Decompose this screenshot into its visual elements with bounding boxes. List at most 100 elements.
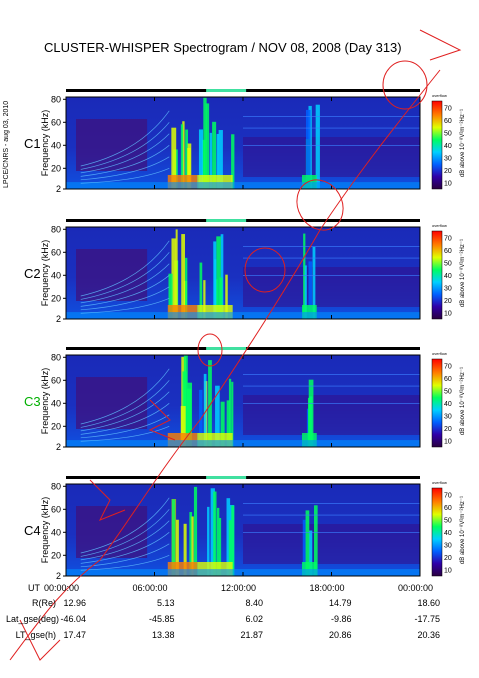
y-tick-label: 40 <box>51 270 61 280</box>
emission-burst <box>304 265 307 319</box>
emission-burst <box>180 406 186 447</box>
y-axis-label: Frequency (kHz) <box>40 240 50 307</box>
y-axis-label: Frequency (kHz) <box>40 110 50 177</box>
harmonic-line <box>80 497 170 554</box>
emission-burst <box>307 397 312 447</box>
y-tick-label: 2 <box>56 571 61 581</box>
emission-burst <box>315 104 320 189</box>
emission-burst <box>226 400 230 447</box>
colorbar-tick-label: 10 <box>444 439 452 446</box>
emission-burst <box>308 530 313 576</box>
emission-burst <box>228 378 232 447</box>
ephemeris-label: LT_gse(h) <box>15 630 56 640</box>
colorbar-label: dB above 10⁻⁸V²m⁻²Hz⁻¹ <box>459 496 466 564</box>
y-axis-label: Frequency (kHz) <box>40 368 50 435</box>
quiet-region <box>76 119 148 171</box>
emission-burst <box>216 507 220 576</box>
colorbar-tick-label: 30 <box>444 414 452 421</box>
colorbar-tick-label: 70 <box>444 105 452 112</box>
colorbar-label: dB above 10⁻⁸V²m⁻²Hz⁻¹ <box>459 239 466 307</box>
colorbar-overflow-label: overflow <box>432 480 447 485</box>
colorbar <box>431 358 443 448</box>
emission-burst <box>185 257 188 319</box>
y-tick-label: 60 <box>51 375 61 385</box>
y-tick-label: 2 <box>56 314 61 324</box>
y-tick-label: 80 <box>51 352 61 362</box>
panel-name: C4 <box>24 523 41 538</box>
ephemeris-value: 17.47 <box>63 630 86 640</box>
colorbar-tick-label: 50 <box>444 517 452 524</box>
quiet-region <box>243 137 420 177</box>
emission-burst <box>314 505 318 576</box>
status-bar-segment <box>206 347 247 350</box>
emission-burst <box>182 121 185 189</box>
ephemeris-value: 18.60 <box>417 598 440 608</box>
emission-burst <box>171 499 176 576</box>
emission-burst <box>213 491 217 576</box>
ephemeris-value: 20.86 <box>328 630 352 640</box>
ephemeris-value: 5.13 <box>156 598 175 608</box>
harmonic-line <box>80 167 170 184</box>
colorbar-label: dB above 10⁻⁸V²m⁻²Hz⁻¹ <box>459 367 466 435</box>
emission-burst <box>312 246 316 319</box>
quiet-region <box>243 395 420 435</box>
emission-burst <box>302 519 306 576</box>
y-tick-label: 40 <box>51 140 61 150</box>
emission-burst <box>205 103 210 189</box>
quiet-region <box>243 524 420 564</box>
panel-name: C1 <box>24 136 41 151</box>
emission-burst <box>209 132 212 189</box>
colorbar-tick-label: 70 <box>444 363 452 370</box>
y-tick-label: 40 <box>51 527 61 537</box>
harmonic-line <box>80 286 170 311</box>
y-tick-label: 40 <box>51 398 61 408</box>
colorbar-tick-label: 20 <box>444 426 452 433</box>
status-bar-segment <box>206 476 247 479</box>
y-tick-label: 60 <box>51 504 61 514</box>
harmonic-line <box>80 240 170 297</box>
y-tick-label: 80 <box>51 94 61 104</box>
colorbar-tick-label: 60 <box>444 248 452 255</box>
ephemeris-value: -17.75 <box>414 614 440 624</box>
emission-burst <box>189 512 193 576</box>
colorbar-tick-label: 20 <box>444 555 452 562</box>
x-tick-label: 00:00:00 <box>398 583 434 593</box>
colorbar-tick-label: 70 <box>444 235 452 242</box>
ephemeris-value: 6.02 <box>245 614 263 624</box>
harmonic-line <box>80 156 170 181</box>
emission-burst <box>198 129 204 189</box>
emission-burst <box>231 505 235 576</box>
y-axis-label: Frequency (kHz) <box>40 497 50 564</box>
emission-burst <box>305 510 310 576</box>
x-tick-label: 18:00:00 <box>309 583 345 593</box>
page-title: CLUSTER-WHISPER Spectrogram / NOV 08, 20… <box>44 40 402 55</box>
emission-burst <box>308 261 313 319</box>
emission-burst <box>212 121 217 189</box>
y-tick-label: 60 <box>51 117 61 127</box>
emission-burst <box>216 133 220 189</box>
emission-burst <box>228 520 232 576</box>
colorbar-tick-label: 40 <box>444 401 452 408</box>
colorbar-tick-label: 70 <box>444 492 452 499</box>
y-tick-label: 2 <box>56 442 61 452</box>
emission-burst <box>171 238 177 319</box>
x-tick-label: 00:00:00 <box>44 583 80 593</box>
emission-burst <box>175 229 178 319</box>
emission-burst <box>226 498 231 576</box>
ephemeris-value: -46.04 <box>60 614 86 624</box>
colorbar-tick-label: 30 <box>444 156 452 163</box>
emission-burst <box>193 486 198 576</box>
colorbar-tick-label: 10 <box>444 568 452 575</box>
quiet-region <box>76 249 148 301</box>
harmonic-line <box>80 414 170 439</box>
emission-burst <box>185 129 189 189</box>
colorbar <box>431 230 443 320</box>
emission-burst <box>305 109 311 189</box>
emission-burst <box>175 519 179 576</box>
colorbar-tick-label: 20 <box>444 298 452 305</box>
harmonic-line <box>80 122 170 170</box>
emission-burst <box>207 506 210 576</box>
